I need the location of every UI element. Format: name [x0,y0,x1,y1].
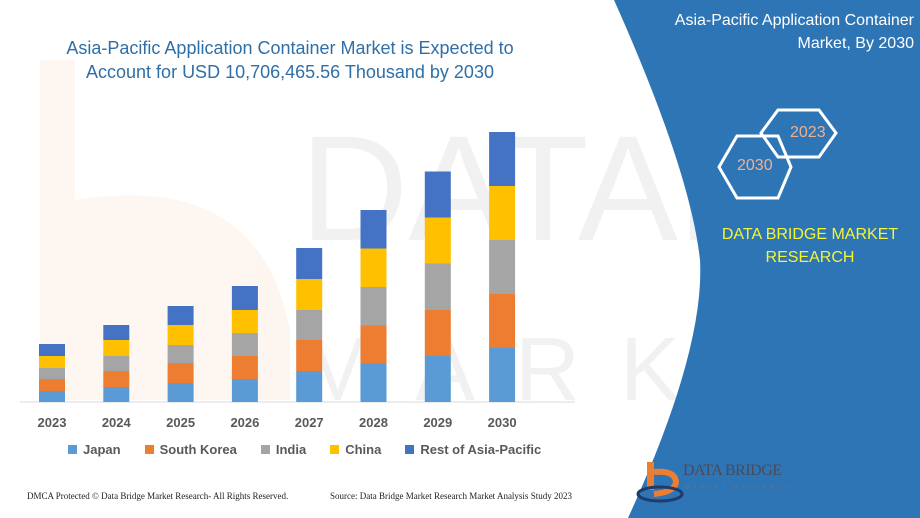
side-panel [614,0,920,518]
x-tick-label: 2030 [488,415,517,430]
legend: Japan South Korea India China Rest of Asia-P… [68,442,541,457]
bar-2024-china [103,340,130,356]
bar-2027-china [296,279,323,310]
legend-item: India [260,442,307,457]
brand-line2: RESEARCH [765,249,855,266]
bar-2030-india [489,240,516,294]
bar-2024-rest-of-asia-pacific [103,325,130,340]
bar-2024-india [103,356,130,371]
bar-2028-south-korea [360,325,387,364]
bar-2030-south-korea [489,294,516,348]
hex-label-2023: 2023 [790,124,826,141]
bar-2025-rest-of-asia-pacific [167,306,194,325]
bar-2025-south-korea [167,363,194,383]
bar-2023-japan [39,391,65,402]
legend-item: Rest of Asia-Pacific [405,442,541,457]
bar-2029-india [424,263,451,310]
bar-2030-china [489,186,516,240]
legend-label: South Korea [159,442,237,457]
x-tick-label: 2028 [359,415,388,430]
hex-2023-icon [759,108,838,159]
footer-source: Source: Data Bridge Market Research Mark… [330,491,572,501]
legend-swatch [260,445,270,454]
legend-label: China [345,442,382,457]
brand-text: DATA BRIDGE MARKET RESEARCH [700,223,920,269]
stacked-bar-chart: 2023 2024 2025 2026 2027 2028 2029 2030 [20,132,575,430]
bar-2026-china [231,310,258,333]
bar-2023-india [39,368,65,379]
bar-2025-china [167,325,194,345]
legend-swatch [405,445,415,454]
bar-2024-japan [103,387,130,402]
legend-swatch [144,445,154,454]
bar-2029-rest-of-asia-pacific [424,171,451,218]
x-tick-label: 2024 [102,415,132,430]
bar-2023-rest-of-asia-pacific [39,344,65,356]
bar-2029-china [424,217,451,264]
legend-label: Rest of Asia-Pacific [420,442,542,457]
bar-2025-india [167,345,194,363]
bar-2028-india [360,287,387,326]
bar-2027-south-korea [296,340,323,371]
bar-2024-south-korea [103,371,130,387]
logo-text: DATA BRIDGE [683,462,782,479]
x-tick-label: 2026 [230,415,259,430]
legend-label: Japan [83,442,121,457]
bar-2030-rest-of-asia-pacific [489,132,516,186]
bar-2026-india [231,333,258,356]
bar-2026-rest-of-asia-pacific [231,286,258,310]
hex-label-2030: 2030 [737,157,773,174]
bar-2027-japan [296,371,323,402]
bar-2026-japan [231,379,258,402]
side-panel-title: Asia-Pacific Application Container Marke… [624,9,914,55]
bar-2029-japan [424,356,451,402]
legend-swatch [68,445,77,454]
side-panel-title-line1: Asia-Pacific Application Container [674,12,914,29]
bar-2027-rest-of-asia-pacific [296,248,323,279]
bar-2027-india [296,310,323,340]
bar-2026-south-korea [231,356,258,379]
bar-2028-rest-of-asia-pacific [360,210,387,249]
bar-2030-japan [489,348,516,402]
bar-2023-south-korea [39,379,65,391]
bar-2028-japan [360,363,387,402]
legend-item: Japan [68,442,121,457]
hex-2030-icon [717,134,793,200]
side-panel-title-line2: Market, By 2030 [797,35,915,52]
bar-2029-south-korea [424,310,451,356]
bar-2025-japan [167,383,194,402]
x-tick-label: 2023 [38,415,67,430]
bar-2023-china [39,356,65,368]
x-tick-label: 2029 [423,415,452,430]
legend-label: India [275,442,307,457]
brand-line1: DATA BRIDGE MARKET [721,226,899,243]
logo-subtext: MARKET RESEARCH [685,485,793,491]
logo-icon [636,462,684,503]
bar-2028-china [360,248,387,287]
chart-title-line2: Account for USD 10,706,465.56 Thousand b… [86,62,494,82]
legend-swatch [330,445,340,454]
chart-title-line1: Asia-Pacific Application Container Marke… [66,38,514,58]
legend-item: China [330,442,381,457]
legend-item: South Korea [144,442,237,457]
x-tick-label: 2025 [166,415,195,430]
footer-copyright: DMCA Protected © Data Bridge Market Rese… [27,491,289,501]
x-tick-label: 2027 [295,415,324,430]
